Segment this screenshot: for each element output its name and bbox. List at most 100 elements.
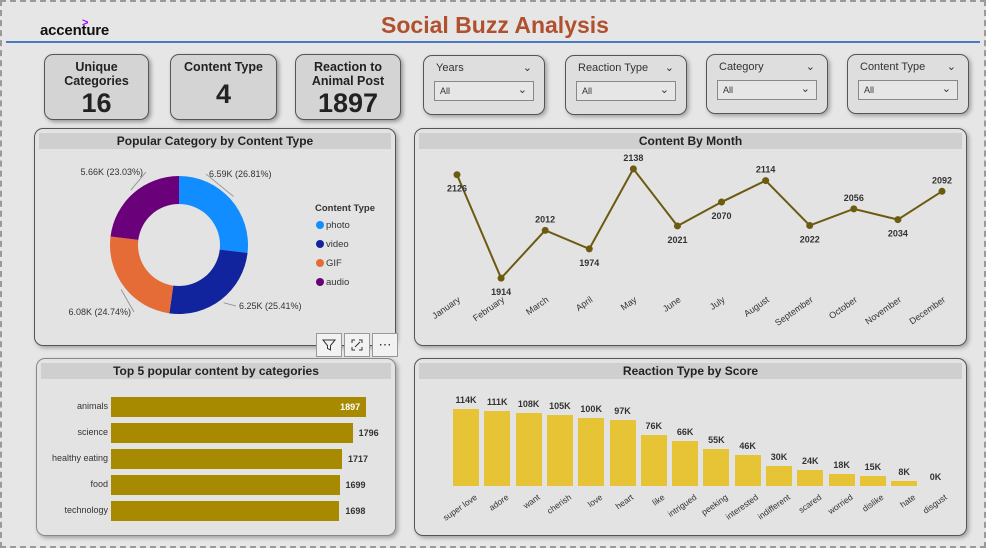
chevron-down-icon[interactable]: ⌄ [664,62,674,74]
bar-value-label: 100K [580,404,602,415]
chart-title: Top 5 popular content by categories [41,363,391,379]
hbar[interactable] [111,397,367,417]
slicer-category[interactable]: Category ⌄ All ⌄ [706,54,828,114]
data-label: 2114 [756,165,776,175]
x-tick-label: dislike [860,492,886,514]
hbar-row[interactable]: technology 1698 [37,501,395,521]
logo-mark: > [82,17,89,29]
legend-item: GIF [326,258,342,269]
slicer-label: Reaction Type [578,62,649,74]
slicer-content-type[interactable]: Content Type ⌄ All ⌄ [847,54,969,114]
chevron-down-icon: ⌄ [941,83,951,95]
bar-value-label: 0K [929,472,942,482]
donut-slice-gif [110,236,174,314]
slice-data-label: 6.59K (26.81%) [209,169,272,179]
x-tick-label: worried [825,492,855,517]
donut-chart: 6.59K (26.81%) 6.25K (25.41%) 6.08K (24.74… [68,167,375,317]
vbar[interactable] [609,420,636,486]
hbar[interactable] [111,449,342,469]
slicer-dropdown[interactable]: All ⌄ [434,81,534,101]
vbar[interactable] [515,412,542,486]
data-point [497,274,505,282]
hbar[interactable] [111,501,340,521]
category-label: healthy eating [51,453,108,463]
x-tick-label: disgust [920,492,949,516]
donut-chart-panel[interactable]: Popular Category by Content Type 6.59K (… [34,128,396,346]
vbar[interactable] [484,410,511,486]
vbar[interactable] [734,454,761,486]
data-label: 2012 [535,214,555,224]
filter-icon[interactable] [316,333,342,357]
hbar[interactable] [111,475,340,495]
vbar[interactable] [703,448,730,486]
bar-value-label: 105K [549,400,571,411]
vbar[interactable] [859,475,886,486]
slicer-years[interactable]: Years ⌄ All ⌄ [423,55,545,115]
data-label: 2021 [667,235,687,245]
data-point [718,198,726,206]
chevron-down-icon[interactable]: ⌄ [946,61,956,73]
accenture-logo: accenture [40,22,110,39]
chevron-down-icon[interactable]: ⌄ [805,61,815,73]
slicer-reaction-type[interactable]: Reaction Type ⌄ All ⌄ [565,55,687,115]
data-point [541,226,549,234]
vbar[interactable] [578,418,605,486]
kpi-unique-categories[interactable]: Unique Categories 16 [44,54,149,120]
legend-title: Content Type [315,203,375,214]
vbar[interactable] [797,469,824,486]
data-label: 2034 [888,229,908,239]
vbar[interactable] [640,434,667,486]
donut-slice-photo [179,176,248,253]
vbar[interactable] [766,465,792,486]
bar-value-label: 46K [739,440,756,451]
vbar-chart: 114K super love 111K adore 108K want 105K cheri… [415,359,966,535]
vbar[interactable] [453,408,479,486]
x-tick-label: March [524,294,550,317]
kpi-animal-reactions[interactable]: Reaction to Animal Post 1897 [295,54,401,120]
x-tick-label: cherish [544,492,573,516]
hbar-row[interactable]: food 1699 [37,475,395,495]
top5-panel[interactable]: Top 5 popular content by categories anim… [36,358,396,536]
hbar-row[interactable]: science 1796 [37,423,395,443]
slicer-dropdown[interactable]: All ⌄ [576,81,676,101]
more-options-icon[interactable]: ⋯ [372,333,398,357]
x-tick-label: November [863,294,903,326]
legend-item: video [326,239,349,250]
hbar-row[interactable]: animals 1897 [37,397,395,417]
bar-value-label: 15K [864,461,882,472]
hbar[interactable] [111,423,353,443]
focus-mode-icon[interactable] [344,333,370,357]
slicer-value: All [440,86,451,96]
x-tick-label: June [661,294,683,313]
data-label: 2022 [800,234,820,244]
kpi-label: Content Type [184,60,263,74]
vbar[interactable] [891,480,918,486]
leader-line [205,173,234,197]
title-divider [6,41,980,43]
vbar[interactable] [546,414,573,486]
bar-value-label: 24K [802,455,819,466]
hbar-chart: animals 1897 science 1796 healthy eating 1717… [37,397,395,527]
chevron-down-icon[interactable]: ⌄ [522,62,532,74]
kpi-content-type[interactable]: Content Type 4 [170,54,277,120]
kpi-value: 16 [81,88,112,118]
slicer-dropdown[interactable]: All ⌄ [717,80,817,100]
vbar[interactable] [828,473,855,486]
vbar[interactable] [672,441,699,486]
kpi-label: Unique Categories [64,60,129,88]
line-chart-panel[interactable]: Content By Month 2126 January 1914 February… [414,128,967,346]
kpi-value: 1897 [317,88,379,118]
x-tick-label: super love [440,492,479,523]
bar-value-label: 55K [708,434,725,445]
bar-value-label: 8K [898,466,910,477]
slicer-dropdown[interactable]: All ⌄ [858,80,958,100]
category-label: science [77,427,108,437]
x-tick-label: heart [613,492,636,512]
hbar-row[interactable]: healthy eating 1717 [37,449,395,469]
chevron-down-icon: ⌄ [517,84,527,96]
data-point [585,245,593,253]
reaction-score-panel[interactable]: Reaction Type by Score 114K super love 111… [414,358,967,536]
x-tick-label: scared [796,492,824,515]
